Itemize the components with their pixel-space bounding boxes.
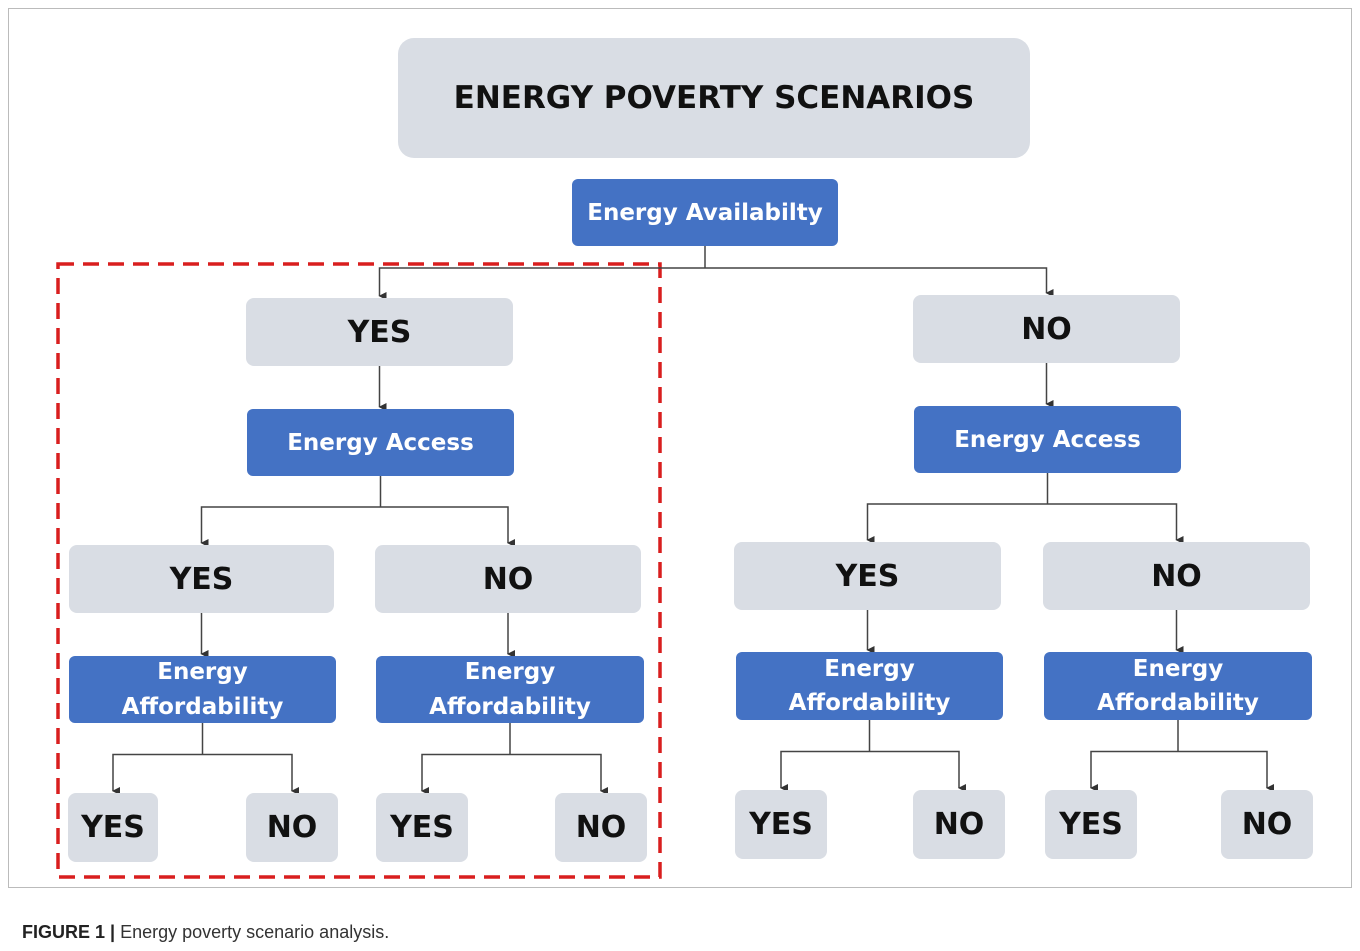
answer-node: YES [734,542,1001,610]
connector [705,267,1054,297]
connector [866,503,1048,544]
connector [421,753,510,795]
answer-node: NO [246,793,338,862]
diagram-title: ENERGY POVERTY SCENARIOS [398,38,1030,158]
criterion-node: Energy Access [247,409,514,476]
highlight-box [56,262,662,879]
criterion-node: Energy Availabilty [572,179,838,246]
answer-node: YES [68,793,158,862]
answer-node: NO [913,790,1005,859]
criterion-node: Energy Affordability [1044,652,1312,720]
connector [510,753,608,795]
answer-node: NO [555,793,647,862]
answer-node: NO [375,545,641,613]
caption: FIGURE 1 | Energy poverty scenario analy… [22,922,389,943]
connector [378,267,705,300]
connector [780,750,870,792]
criterion-node: Energy Access [914,406,1181,473]
caption-text: Energy poverty scenario analysis. [120,922,390,942]
connector [202,753,299,795]
answer-node: NO [913,295,1180,363]
connector [1178,750,1274,792]
connector [869,750,966,792]
answer-node: YES [376,793,468,862]
connector [200,506,381,547]
figure-frame [8,8,1352,888]
answer-node: YES [69,545,334,613]
answer-node: YES [246,298,513,366]
answer-node: YES [735,790,827,859]
criterion-node: Energy Affordability [69,656,336,723]
connector [1047,503,1184,544]
answer-node: YES [1045,790,1137,859]
connector [112,753,203,795]
connector [1090,750,1178,792]
answer-node: NO [1221,790,1313,859]
caption-label: FIGURE 1 | [22,922,116,942]
criterion-node: Energy Affordability [376,656,644,723]
answer-node: NO [1043,542,1310,610]
criterion-node: Energy Affordability [736,652,1003,720]
connector [380,506,515,547]
